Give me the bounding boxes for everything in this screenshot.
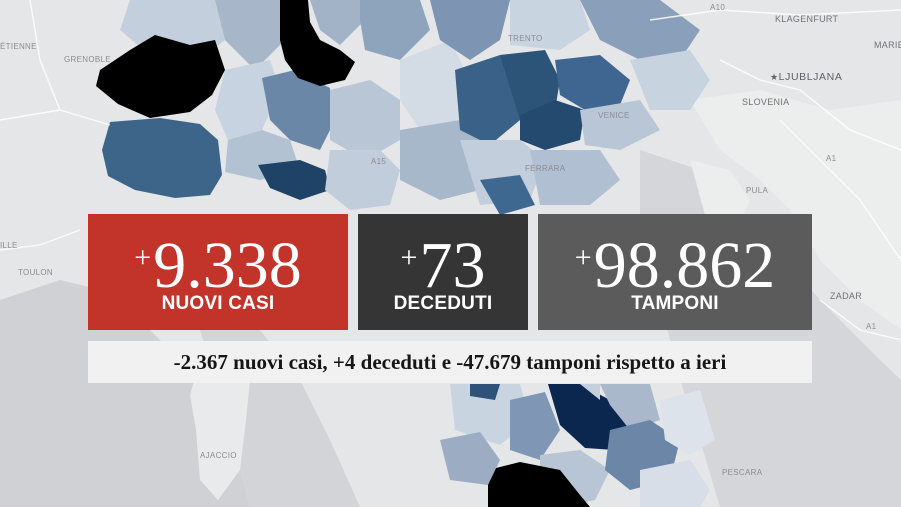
map-label-etienne: ÉTIENNE: [0, 42, 37, 51]
comparison-banner: -2.367 nuovi casi, +4 deceduti e -47.679…: [88, 341, 812, 383]
map-label-maribor: MARIB: [874, 40, 901, 50]
deaths-plus: +: [400, 241, 418, 274]
map-label-trento: TRENTO: [508, 34, 543, 43]
map-label-pescara: PESCARA: [722, 468, 763, 477]
new-cases-label: NUOVI CASI: [161, 293, 275, 314]
new-cases-value: +9.338: [88, 220, 348, 304]
province-black-lake: [280, 0, 355, 86]
map-label-grenoble: GRENOBLE: [64, 55, 111, 64]
corsica-island: [190, 352, 250, 500]
roads: [0, 0, 901, 341]
map-label-venice: VENICE: [598, 111, 630, 120]
new-cases-card: +9.338 NUOVI CASI: [88, 214, 348, 330]
tests-card: +98.862 TAMPONI: [538, 214, 812, 330]
deaths-value: +73: [358, 220, 528, 304]
tests-number: 98.862: [593, 229, 776, 302]
map-label-klagenfurt: KLAGENFURT: [775, 14, 839, 24]
tests-label: TAMPONI: [631, 293, 719, 314]
map-label-ljubljana-text: LJUBLJANA: [778, 71, 843, 83]
deaths-card: +73 DECEDUTI: [358, 214, 528, 330]
map-label-slovenia: SLOVENIA: [742, 97, 790, 107]
map-label-a1-north: A1: [826, 154, 837, 163]
deaths-label: DECEDUTI: [393, 293, 493, 314]
map-label-ljubljana: ★LJUBLJANA: [770, 71, 842, 83]
new-cases-number: 9.338: [153, 229, 302, 302]
tests-value: +98.862: [538, 220, 812, 304]
map-label-pula: PULA: [746, 186, 769, 195]
map-label-toulon: TOULON: [18, 268, 53, 277]
sea-area: [0, 280, 250, 507]
capital-star-icon: ★: [770, 72, 779, 82]
province-aosta: [96, 35, 225, 118]
map-label-ferrara: FERRARA: [525, 164, 566, 173]
map-label-a15: A15: [371, 157, 387, 166]
provinces: [96, 0, 715, 507]
map-label-a1-south: A1: [866, 322, 877, 331]
map-label-zadar: ZADAR: [830, 291, 863, 301]
map-label-ajaccio: AJACCIO: [200, 451, 237, 460]
province-black-south: [488, 462, 590, 507]
new-cases-plus: +: [134, 241, 152, 274]
map-label-ille: ILLE: [0, 241, 18, 250]
balkan-land: [690, 90, 901, 330]
deaths-number: 73: [419, 229, 486, 302]
tests-plus: +: [574, 241, 592, 274]
map-label-a10: A10: [710, 3, 726, 12]
